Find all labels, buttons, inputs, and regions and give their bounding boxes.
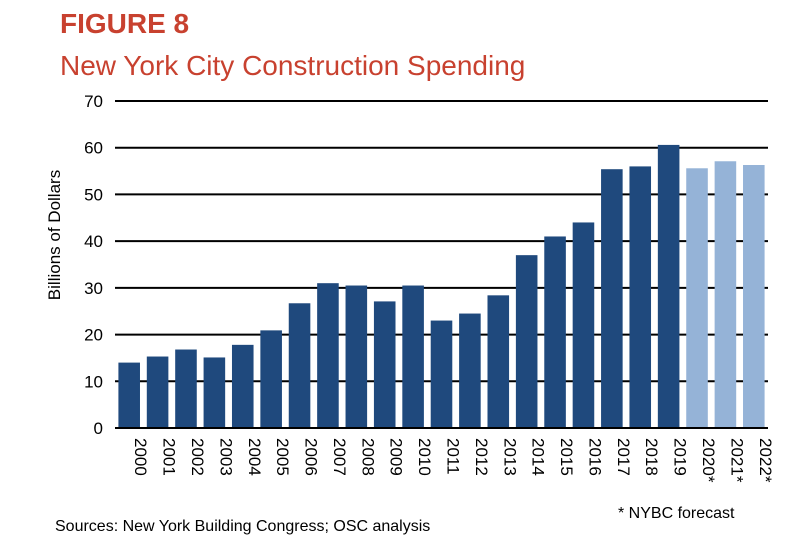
bar-2008	[345, 285, 368, 428]
figure-label: FIGURE 8	[60, 8, 190, 39]
bar-2007	[317, 283, 339, 428]
x-tick-label: 2009	[387, 438, 406, 476]
bar-2019	[657, 144, 680, 428]
bar-2011	[430, 320, 453, 428]
x-tick-label: 2013	[500, 438, 519, 476]
x-tick-label: 2020*	[699, 438, 718, 483]
bar-2010	[402, 285, 424, 428]
x-tick-label: 2000	[131, 438, 150, 476]
x-tick-label: 2015	[557, 438, 576, 476]
x-tick-label: 2011	[444, 438, 463, 475]
bar-2016	[572, 222, 595, 428]
x-tick-label: 2010	[415, 438, 434, 476]
bar-2015	[544, 236, 566, 428]
y-tick-label: 10	[84, 372, 103, 391]
bar-2013	[487, 295, 510, 428]
x-tick-label: 2022*	[756, 438, 775, 483]
bar-2005	[260, 330, 282, 428]
y-tick-label: 40	[84, 232, 103, 251]
bar-2006	[288, 303, 311, 428]
x-tick-label: 2019	[671, 438, 690, 476]
x-tick-label: 2005	[273, 438, 292, 476]
forecast-note: * NYBC forecast	[618, 505, 735, 522]
bar-2004	[231, 344, 254, 428]
y-tick-label: 0	[94, 419, 103, 438]
bar-2018	[629, 166, 652, 428]
y-tick-label: 30	[84, 279, 103, 298]
bar-2003	[203, 357, 226, 428]
x-tick-label: 2017	[614, 438, 633, 476]
bar-2001	[146, 356, 169, 428]
x-tick-label: 2008	[358, 438, 377, 476]
x-tick-label: 2014	[529, 438, 548, 476]
bar-2012	[459, 313, 481, 428]
bar-2009	[373, 301, 396, 428]
bar-2020	[686, 168, 708, 429]
x-axis-ticks: 2000 2001 2002 2003 2004 2005 2006 2007 2008 2009…	[131, 438, 775, 483]
x-tick-label: 2006	[302, 438, 321, 476]
y-tick-label: 20	[84, 326, 103, 345]
chart-title: New York City Construction Spending	[60, 50, 526, 81]
x-tick-label: 2021*	[727, 438, 746, 483]
y-axis-label: Billions of Dollars	[45, 170, 64, 300]
x-tick-label: 2002	[188, 438, 207, 476]
bar-2022	[743, 164, 765, 428]
x-tick-label: 2018	[642, 438, 661, 476]
x-tick-label: 2003	[216, 438, 235, 476]
y-axis-ticks: 0 10 20 30 40 50 60 70	[84, 92, 103, 438]
bar-2017	[601, 169, 623, 428]
x-tick-label: 2012	[472, 438, 491, 476]
y-tick-label: 60	[84, 139, 103, 158]
bar-2021	[714, 161, 737, 429]
sources-note: Sources: New York Building Congress; OSC…	[55, 518, 431, 535]
y-tick-label: 70	[84, 92, 103, 111]
bar-2002	[175, 349, 197, 428]
x-tick-label: 2001	[160, 438, 179, 476]
x-tick-label: 2007	[330, 438, 349, 476]
bar-2014	[515, 255, 538, 428]
x-tick-label: 2016	[585, 438, 604, 476]
bar-2000	[118, 362, 140, 428]
y-tick-label: 50	[84, 185, 103, 204]
bars	[115, 144, 768, 429]
x-tick-label: 2004	[245, 438, 264, 476]
